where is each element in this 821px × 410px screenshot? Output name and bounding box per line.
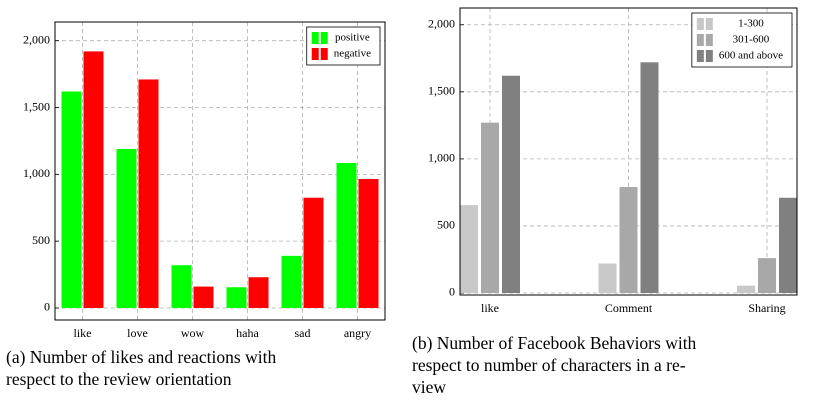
bar (481, 122, 499, 293)
x-tick-label: Sharing (748, 301, 785, 315)
y-tick-label: 500 (32, 233, 50, 247)
legend-label: negative (334, 48, 371, 60)
y-tick-label: 1,500 (23, 99, 50, 113)
x-tick-label: love (127, 326, 148, 340)
bar (779, 197, 797, 293)
y-tick-label: 1,500 (428, 84, 455, 98)
bar (61, 91, 82, 308)
bar (138, 79, 159, 308)
bar (226, 287, 247, 308)
x-tick-label: like (74, 326, 92, 340)
y-tick-label: 0 (449, 285, 455, 299)
bar (83, 51, 104, 308)
bar (358, 179, 379, 308)
y-tick-label: 2,000 (23, 32, 50, 46)
caption-line: respect to number of characters in a re- (412, 355, 686, 375)
bar (619, 187, 638, 293)
legend: 1-300 301-600 600 and above (691, 12, 793, 68)
bar (640, 62, 659, 293)
x-tick-label: wow (181, 326, 205, 340)
legend-label: 301-600 (733, 34, 770, 46)
plot-frame (54, 21, 386, 321)
bar (171, 265, 192, 308)
bar (336, 162, 357, 308)
x-tick-label: Comment (605, 301, 653, 315)
legend-label: 1-300 (738, 18, 764, 30)
legend-label: 600 and above (719, 50, 783, 62)
y-tick-label: 1,000 (23, 166, 50, 180)
x-tick-label: sad (295, 326, 311, 340)
y-tick-label: 2,000 (428, 17, 455, 31)
legend-swatch (320, 32, 328, 44)
legend-swatch (705, 50, 713, 62)
legend-swatch (696, 50, 704, 62)
caption-line: respect to the review orientation (6, 369, 232, 389)
legend-swatch (696, 18, 704, 30)
x-tick-label: angry (344, 326, 371, 340)
legend-swatch (320, 48, 328, 60)
bar (460, 205, 478, 293)
legend-box (306, 26, 381, 66)
legend-label: positive (335, 32, 370, 44)
y-tick-label: 0 (44, 300, 50, 314)
legend-swatch (705, 18, 713, 30)
caption-line: (a) Number of likes and reactions with (6, 347, 277, 367)
legend-swatch (311, 48, 319, 60)
legend: positive negative (306, 26, 381, 66)
x-tick-label: haha (236, 326, 259, 340)
bar (758, 258, 776, 293)
bar (737, 285, 755, 293)
bar (502, 75, 520, 293)
y-tick-label: 500 (437, 218, 455, 232)
legend-swatch (311, 32, 319, 44)
x-tick-label: like (481, 301, 499, 315)
legend-swatch (696, 34, 704, 46)
bar (598, 263, 617, 293)
y-tick-label: 1,000 (428, 151, 455, 165)
caption-line: (b) Number of Facebook Behaviors with (412, 333, 697, 353)
bar (116, 148, 137, 308)
plot-frame (459, 7, 798, 296)
bar (281, 255, 302, 308)
bar (193, 286, 214, 308)
legend-swatch (705, 34, 713, 46)
bar (303, 197, 324, 308)
bar (248, 277, 269, 308)
caption-line: view (412, 377, 447, 397)
